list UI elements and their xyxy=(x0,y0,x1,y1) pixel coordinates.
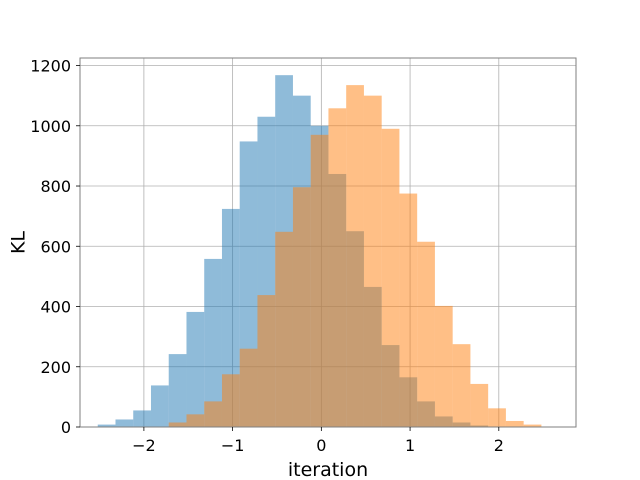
histogram-bar xyxy=(399,193,418,427)
histogram-bar xyxy=(150,385,169,427)
histogram-bar xyxy=(417,241,435,427)
y-axis-label: KL xyxy=(8,231,30,254)
histogram-bar xyxy=(97,424,116,427)
y-axis-ticks: 0 200 400 600 800 1000 1200 xyxy=(30,57,80,437)
y-tick-label: 400 xyxy=(40,298,71,317)
histogram-bar xyxy=(505,420,524,427)
x-axis-label: iteration xyxy=(288,459,368,480)
histogram-bar xyxy=(488,408,506,427)
x-tick-label: 2 xyxy=(494,436,504,455)
histogram-bar xyxy=(275,231,293,427)
histogram-bar xyxy=(221,208,240,427)
histogram-bar xyxy=(168,422,187,427)
y-tick-label: 1000 xyxy=(30,117,71,136)
histogram-bar xyxy=(434,305,453,427)
histogram-bar xyxy=(186,414,205,427)
histogram-series-2 xyxy=(168,85,542,428)
histogram-bar xyxy=(452,344,471,427)
histogram-bar xyxy=(168,354,187,427)
plot-frame xyxy=(79,57,577,428)
histogram-bar xyxy=(257,295,276,427)
histogram-bar xyxy=(204,401,222,427)
histogram-bar xyxy=(328,108,347,427)
y-tick-label: 0 xyxy=(61,418,71,437)
histogram-bars xyxy=(97,75,542,428)
histogram-bar xyxy=(523,424,542,427)
x-axis-ticks: −2 −1 0 1 2 xyxy=(132,427,504,455)
histogram-bar xyxy=(363,95,382,427)
y-tick-label: 800 xyxy=(40,177,71,196)
histogram-bar xyxy=(470,383,489,427)
histogram-bar xyxy=(381,128,400,427)
histogram-bar xyxy=(292,187,311,427)
x-tick-label: −2 xyxy=(132,436,156,455)
y-tick-label: 200 xyxy=(40,358,71,377)
histogram-bar xyxy=(186,311,205,427)
histogram-bar xyxy=(115,419,134,427)
y-tick-label: 1200 xyxy=(30,57,71,76)
histogram-bar xyxy=(204,258,222,427)
histogram-bar xyxy=(133,410,151,427)
y-tick-label: 600 xyxy=(40,237,71,256)
x-tick-label: 1 xyxy=(405,436,415,455)
histogram-bar xyxy=(310,134,329,427)
x-tick-label: −1 xyxy=(221,436,245,455)
histogram-bar xyxy=(346,85,364,428)
x-tick-label: 0 xyxy=(316,436,326,455)
histogram-bar xyxy=(239,348,258,427)
histogram-bar xyxy=(221,374,240,427)
